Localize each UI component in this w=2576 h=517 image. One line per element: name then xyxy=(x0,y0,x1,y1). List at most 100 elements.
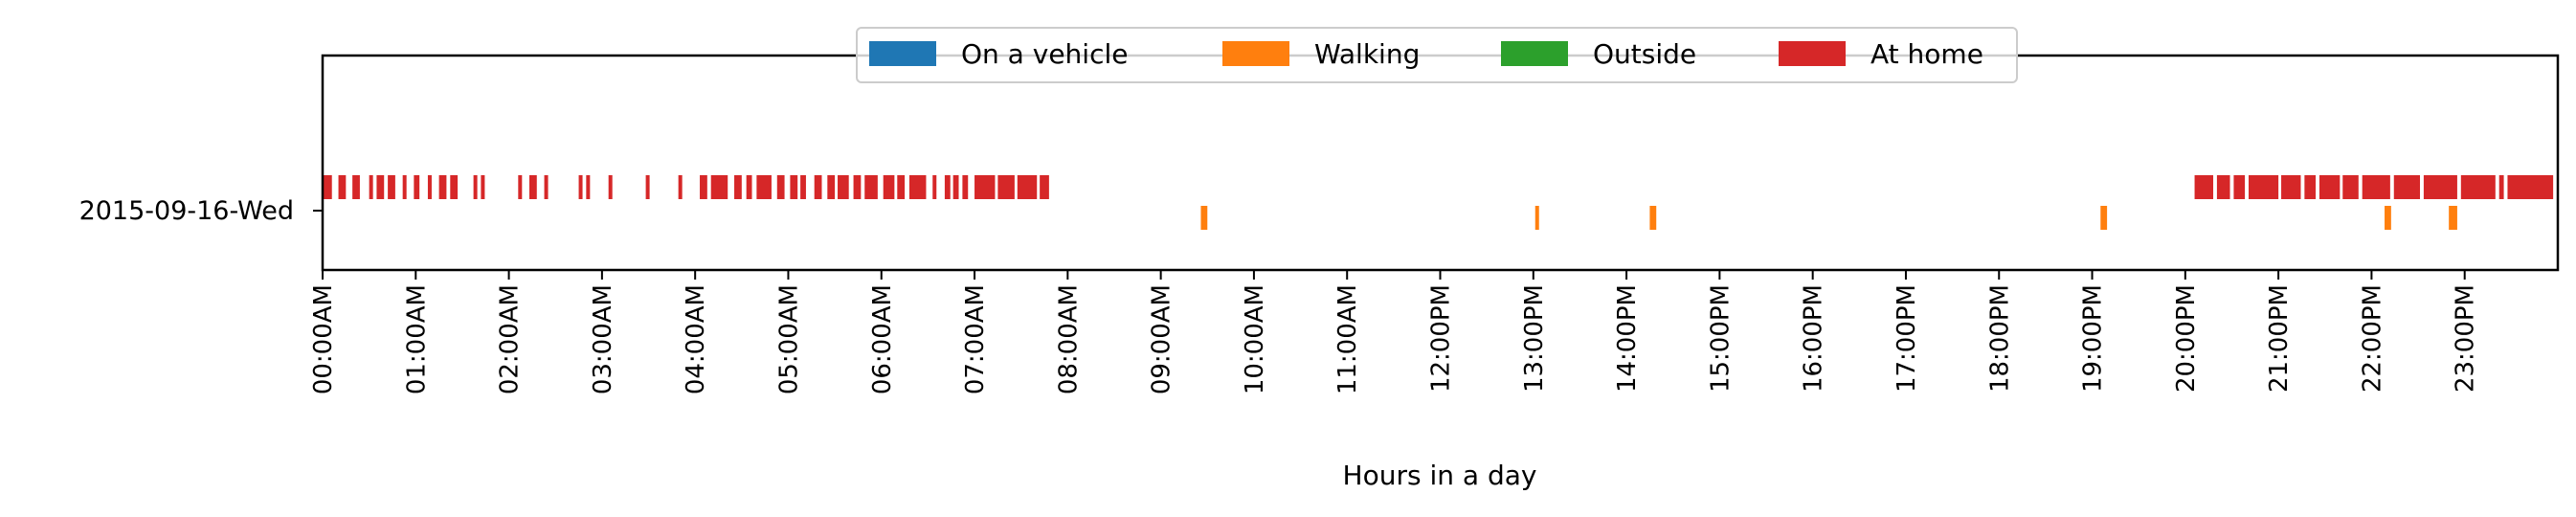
activity-bar-at-home xyxy=(2194,175,2214,199)
activity-bar-at-home xyxy=(338,175,347,199)
x-tick-label: 10:00AM xyxy=(1241,284,1269,394)
activity-bar-at-home xyxy=(376,175,385,199)
legend: On a vehicle Walking Outside At home xyxy=(856,27,2018,83)
activity-bar-at-home xyxy=(1017,175,1038,199)
activity-bar-at-home xyxy=(790,175,798,199)
x-tick-label: 19:00PM xyxy=(2079,284,2108,393)
activity-bar-at-home xyxy=(814,175,822,199)
activity-bar-walking xyxy=(2385,206,2391,230)
x-axis: 00:00AM 01:00AM 02:00AM 03:00AM 04:00AM 05:00… xyxy=(309,270,2480,394)
x-tick-label: 09:00AM xyxy=(1148,284,1176,394)
legend-label: At home xyxy=(1870,38,1983,70)
x-tick-label: 11:00AM xyxy=(1333,284,1362,394)
activity-bar-at-home xyxy=(734,175,742,199)
activity-bar-at-home xyxy=(414,175,420,199)
x-tick-label: 18:00PM xyxy=(1985,284,2014,393)
activity-bar-at-home xyxy=(2318,175,2341,199)
activity-bar-at-home xyxy=(369,175,373,199)
legend-label: Outside xyxy=(1593,38,1696,70)
activity-bar-at-home xyxy=(402,175,407,199)
x-tick-label: 21:00PM xyxy=(2265,284,2294,393)
activity-bar-walking xyxy=(2449,206,2457,230)
activity-bar-at-home xyxy=(756,175,772,199)
activity-bar-walking xyxy=(1649,206,1657,230)
activity-bar-at-home xyxy=(800,175,806,199)
activity-bar-at-home xyxy=(388,175,395,199)
x-tick-label: 04:00AM xyxy=(682,284,710,394)
activity-bar-at-home xyxy=(853,175,862,199)
legend-swatch xyxy=(1501,41,1568,66)
x-tick-label: 05:00AM xyxy=(774,284,803,394)
y-tick-label: 2015-09-16-Wed xyxy=(79,196,294,226)
activity-bar-at-home xyxy=(746,175,752,199)
activity-bar-at-home xyxy=(997,175,1015,199)
legend-swatch xyxy=(1222,41,1289,66)
activity-bar-at-home xyxy=(2248,175,2279,199)
activity-bar-at-home xyxy=(518,175,523,199)
activity-bar-at-home xyxy=(2216,175,2230,199)
activity-bar-at-home xyxy=(700,175,707,199)
activity-bar-at-home xyxy=(2342,175,2359,199)
activity-bar-at-home xyxy=(528,175,537,199)
x-tick-label: 22:00PM xyxy=(2358,284,2386,393)
activity-bar-at-home xyxy=(974,175,996,199)
y-axis: 2015-09-16-Wed xyxy=(79,196,323,226)
activity-bar-at-home xyxy=(838,175,849,199)
activity-bar-at-home xyxy=(481,175,485,199)
x-axis-label: Hours in a day xyxy=(1343,460,1537,491)
x-tick-label: 20:00PM xyxy=(2172,284,2201,393)
legend-label: On a vehicle xyxy=(961,38,1128,70)
activity-bar-at-home xyxy=(2423,175,2457,199)
activity-bar-walking xyxy=(1534,206,1539,230)
activity-bar-walking xyxy=(2100,206,2108,230)
x-tick-label: 16:00PM xyxy=(1800,284,1828,393)
activity-bar-at-home xyxy=(883,175,895,199)
activity-bar-at-home xyxy=(932,175,937,199)
activity-bar-at-home xyxy=(1040,175,1049,199)
activity-bar-at-home xyxy=(352,175,360,199)
activity-bar-at-home xyxy=(2507,175,2554,199)
activity-bar-at-home xyxy=(473,175,478,199)
activity-bar-at-home xyxy=(544,175,549,199)
x-tick-label: 08:00AM xyxy=(1054,284,1083,394)
activity-bar-at-home xyxy=(2460,175,2496,199)
legend-label: Walking xyxy=(1314,38,1420,70)
activity-bar-at-home xyxy=(586,175,591,199)
x-tick-label: 06:00AM xyxy=(868,284,897,394)
activity-bar-at-home xyxy=(2362,175,2390,199)
activity-bar-at-home xyxy=(952,175,959,199)
x-tick-label: 14:00PM xyxy=(1613,284,1642,393)
activity-bar-at-home xyxy=(2233,175,2246,199)
x-tick-label: 01:00AM xyxy=(402,284,431,394)
activity-bar-at-home xyxy=(908,175,927,199)
activity-bar-at-home xyxy=(438,175,447,199)
activity-bar-at-home xyxy=(678,175,683,199)
activity-bar-at-home xyxy=(450,175,459,199)
x-tick-label: 12:00PM xyxy=(1427,284,1456,393)
activity-bar-at-home xyxy=(578,175,583,199)
x-tick-label: 07:00AM xyxy=(961,284,990,394)
plot-frame xyxy=(321,54,2560,272)
x-tick-label: 17:00PM xyxy=(1893,284,1921,393)
x-tick-label: 00:00AM xyxy=(309,284,338,394)
x-tick-label: 15:00PM xyxy=(1706,284,1735,393)
activity-bars xyxy=(323,175,2554,230)
x-tick-label: 23:00PM xyxy=(2452,284,2480,393)
activity-bar-at-home xyxy=(645,175,650,199)
activity-bar-at-home xyxy=(776,175,785,199)
legend-swatch xyxy=(1779,41,1846,66)
x-tick-label: 03:00AM xyxy=(589,284,617,394)
activity-bar-at-home xyxy=(897,175,906,199)
activity-bar-at-home xyxy=(323,175,332,199)
activity-bar-at-home xyxy=(864,175,878,199)
x-tick-label: 13:00PM xyxy=(1520,284,1549,393)
activity-bar-at-home xyxy=(2304,175,2317,199)
activity-bar-at-home xyxy=(827,175,836,199)
activity-bar-at-home xyxy=(2498,175,2504,199)
activity-bar-at-home xyxy=(608,175,613,199)
activity-bar-at-home xyxy=(944,175,951,199)
activity-bar-at-home xyxy=(710,175,728,199)
activity-bar-at-home xyxy=(962,175,969,199)
legend-swatch xyxy=(869,41,936,66)
